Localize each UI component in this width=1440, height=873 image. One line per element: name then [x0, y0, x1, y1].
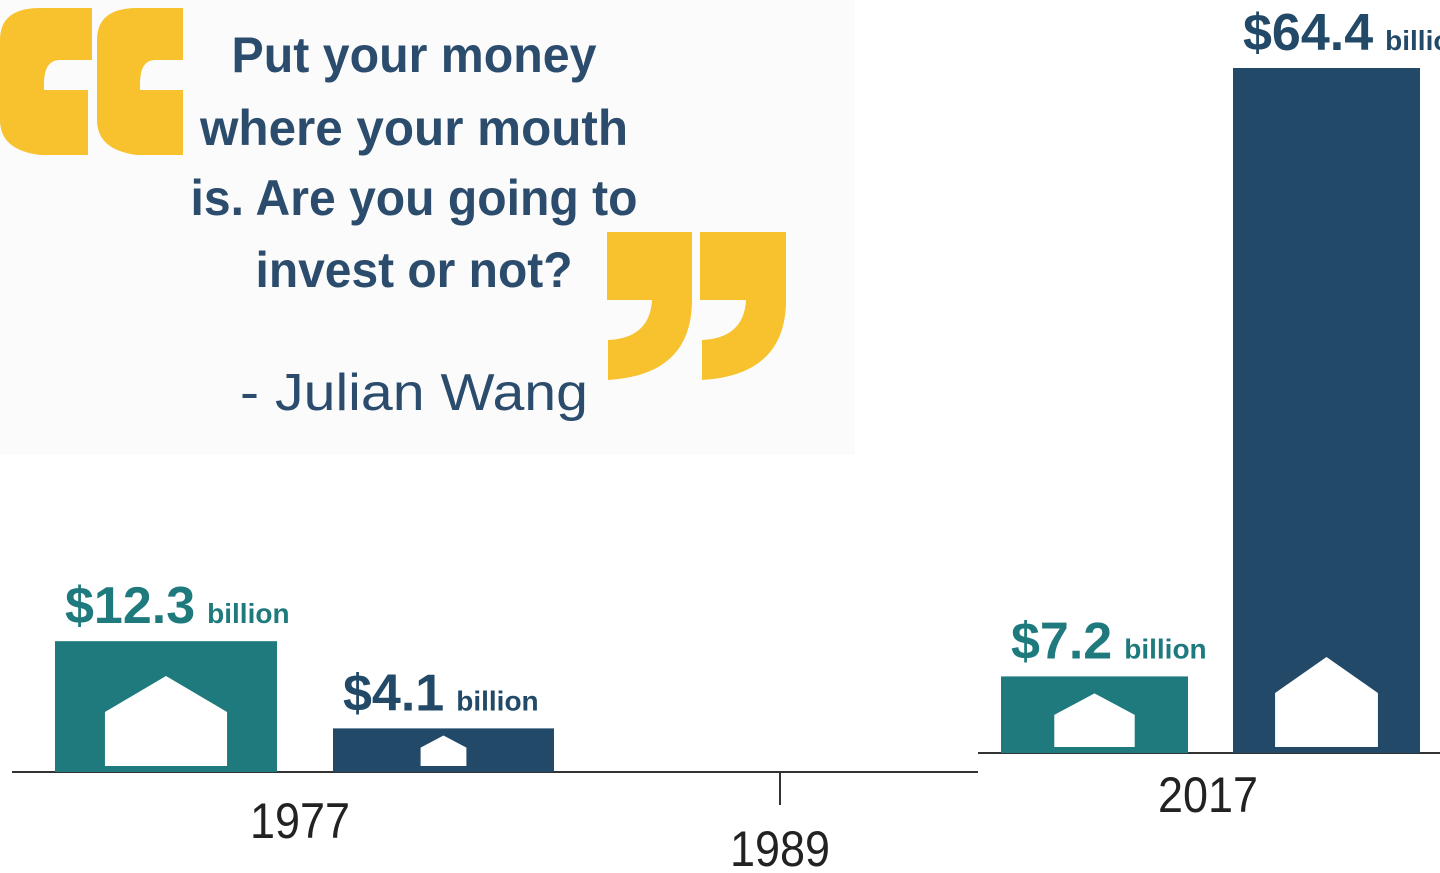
open-quote-mark	[97, 8, 183, 155]
house-icon	[420, 735, 467, 766]
value-unit: billion	[456, 685, 538, 716]
open-quote-mark	[0, 8, 92, 155]
value-unit: billion	[207, 598, 289, 629]
bar	[1233, 68, 1420, 753]
value-label: $4.1 billion	[343, 664, 539, 722]
quote-line: Put your money	[232, 27, 597, 83]
quote-panel	[0, 0, 855, 455]
quote-author: - Julian Wang	[240, 364, 588, 422]
quote-line: invest or not?	[256, 242, 573, 298]
quote-line: where your mouth	[199, 100, 628, 156]
value-amount: $64.4	[1243, 4, 1373, 62]
value-label: $12.3 billion	[65, 577, 290, 635]
close-quote-mark	[607, 232, 692, 380]
value-unit: billion	[1124, 633, 1206, 664]
close-quote-mark	[700, 232, 786, 380]
house-icon	[1275, 657, 1378, 747]
value-label: $64.4 billion	[1243, 4, 1440, 62]
house-icon	[1054, 693, 1135, 747]
value-label: $7.2 billion	[1011, 612, 1207, 670]
quote-line: is. Are you going to	[191, 170, 638, 226]
x-tick-label: 2017	[1158, 767, 1258, 823]
value-amount: $7.2	[1011, 612, 1112, 670]
x-tick-label: 1989	[730, 821, 830, 873]
value-amount: $4.1	[343, 664, 444, 722]
x-tick-label: 1977	[250, 793, 350, 849]
value-unit: billion	[1385, 25, 1440, 56]
value-amount: $12.3	[65, 577, 195, 635]
house-icon	[104, 676, 228, 766]
